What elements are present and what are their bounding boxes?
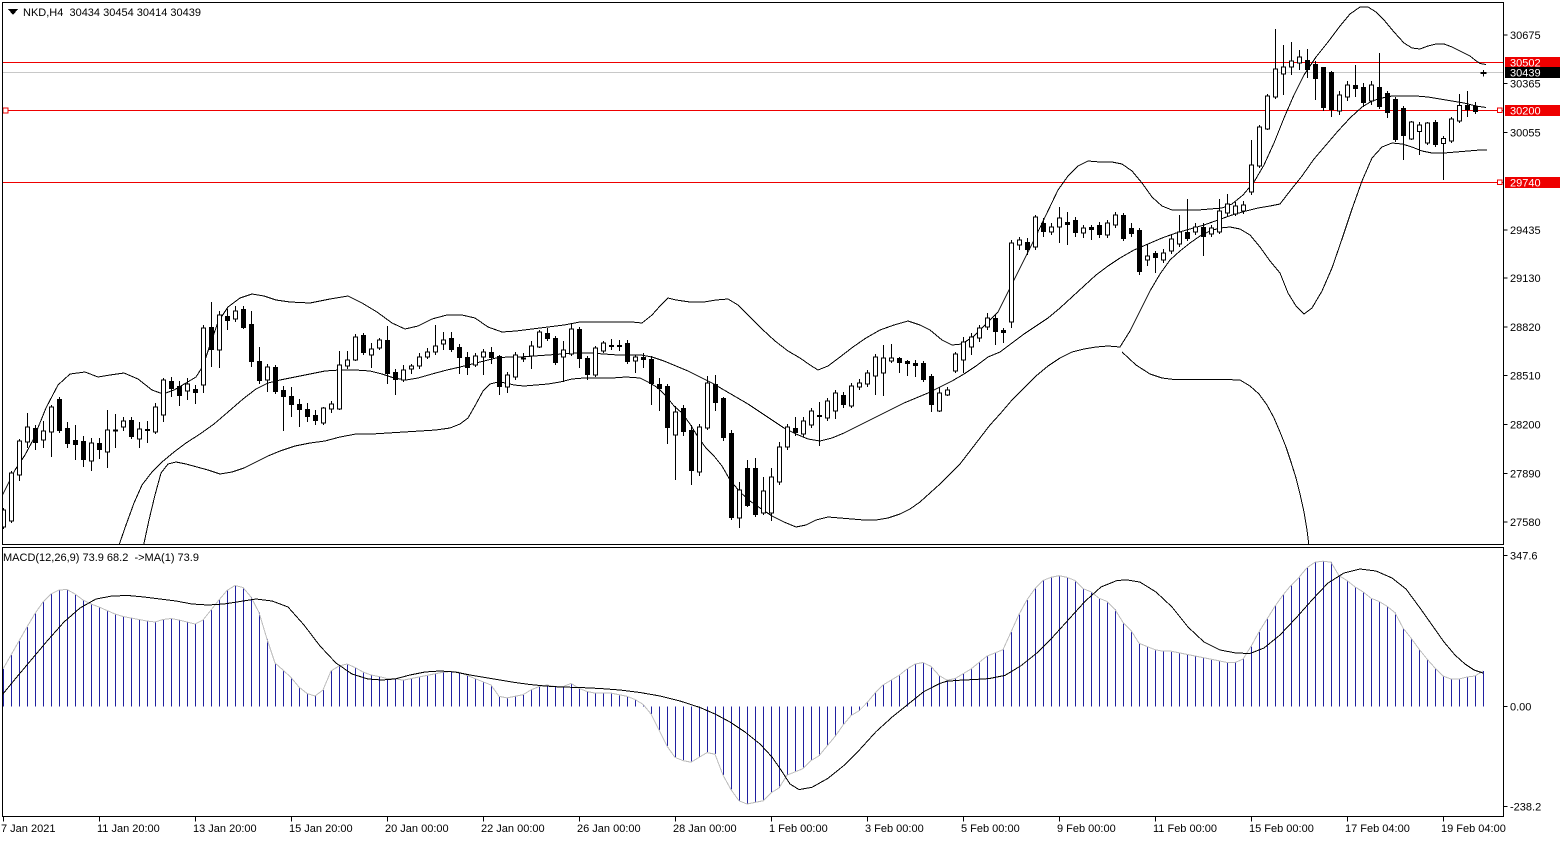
svg-text:26 Jan 00:00: 26 Jan 00:00 (577, 823, 641, 835)
svg-text:7 Jan 2021: 7 Jan 2021 (1, 823, 55, 835)
svg-text:11 Jan 20:00: 11 Jan 20:00 (97, 823, 160, 835)
svg-text:29435: 29435 (1510, 225, 1541, 237)
svg-text:0.00: 0.00 (1510, 702, 1531, 714)
svg-text:30055: 30055 (1510, 127, 1541, 139)
svg-text:NKD,H4 30434 30454 30414 3043: NKD,H4 30434 30454 30414 30439 (23, 7, 201, 19)
svg-text:5 Feb 00:00: 5 Feb 00:00 (961, 823, 1020, 835)
svg-text:17 Feb 04:00: 17 Feb 04:00 (1345, 823, 1410, 835)
svg-text:29130: 29130 (1510, 273, 1541, 285)
svg-text:15 Jan 20:00: 15 Jan 20:00 (289, 823, 353, 835)
svg-text:28510: 28510 (1510, 371, 1541, 383)
svg-text:347.6: 347.6 (1510, 551, 1538, 563)
svg-text:29740: 29740 (1510, 178, 1541, 190)
svg-text:27580: 27580 (1510, 517, 1541, 529)
svg-text:20 Jan 00:00: 20 Jan 00:00 (385, 823, 449, 835)
svg-text:19 Feb 04:00: 19 Feb 04:00 (1441, 823, 1506, 835)
svg-text:30675: 30675 (1510, 30, 1541, 42)
svg-text:9 Feb 00:00: 9 Feb 00:00 (1057, 823, 1116, 835)
svg-text:15 Feb 00:00: 15 Feb 00:00 (1249, 823, 1314, 835)
svg-text:13 Jan 20:00: 13 Jan 20:00 (193, 823, 257, 835)
svg-text:11 Feb 00:00: 11 Feb 00:00 (1153, 823, 1217, 835)
svg-text:30200: 30200 (1510, 106, 1541, 118)
svg-text:30439: 30439 (1510, 68, 1541, 80)
svg-text:3 Feb 00:00: 3 Feb 00:00 (865, 823, 924, 835)
svg-text:28200: 28200 (1510, 420, 1541, 432)
svg-text:30365: 30365 (1510, 79, 1541, 91)
svg-text:22 Jan 00:00: 22 Jan 00:00 (481, 823, 545, 835)
svg-text:30502: 30502 (1510, 58, 1541, 70)
svg-text:28 Jan 00:00: 28 Jan 00:00 (673, 823, 737, 835)
svg-text:-238.2: -238.2 (1510, 801, 1541, 813)
svg-text:MACD(12,26,9) 73.9 68.2 ->MA(: MACD(12,26,9) 73.9 68.2 ->MA(1) 73.9 (3, 552, 199, 564)
svg-text:27890: 27890 (1510, 468, 1541, 480)
svg-text:1 Feb 00:00: 1 Feb 00:00 (769, 823, 828, 835)
svg-text:28820: 28820 (1510, 322, 1541, 334)
